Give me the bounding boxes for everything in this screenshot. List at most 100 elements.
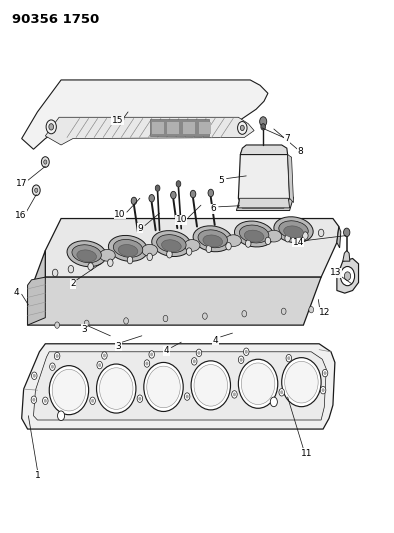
Circle shape [41,157,49,167]
Polygon shape [337,227,341,248]
Circle shape [163,316,168,322]
Circle shape [97,361,102,369]
Text: 6: 6 [211,205,216,213]
Circle shape [318,229,324,237]
Ellipse shape [279,221,308,239]
Polygon shape [238,198,290,208]
Circle shape [91,399,94,402]
Ellipse shape [72,245,101,263]
Circle shape [260,117,267,126]
Polygon shape [167,122,179,134]
Circle shape [171,191,176,199]
Text: 16: 16 [15,211,26,220]
Ellipse shape [147,366,180,408]
Polygon shape [343,251,350,261]
Circle shape [265,237,271,245]
Circle shape [285,235,290,242]
Circle shape [46,120,56,134]
Ellipse shape [108,236,148,261]
Circle shape [149,351,154,358]
Circle shape [50,363,55,370]
Text: 90356 1750: 90356 1750 [12,13,99,26]
Ellipse shape [282,358,321,407]
Polygon shape [22,344,335,429]
Text: 14: 14 [293,238,304,247]
Ellipse shape [244,230,264,242]
Circle shape [288,357,290,360]
Circle shape [147,253,152,261]
Text: 10: 10 [114,210,126,219]
Circle shape [198,351,200,354]
Circle shape [240,125,244,131]
Text: 9: 9 [137,224,143,232]
Circle shape [322,369,328,377]
Circle shape [52,269,58,277]
Ellipse shape [142,244,158,256]
Ellipse shape [97,364,136,413]
Circle shape [226,243,231,250]
Circle shape [245,240,251,247]
Circle shape [108,259,113,266]
Polygon shape [150,119,209,136]
Circle shape [203,313,207,319]
Polygon shape [199,122,211,134]
Circle shape [49,124,54,130]
Circle shape [270,397,277,407]
Circle shape [167,251,172,258]
Ellipse shape [203,235,223,247]
Circle shape [103,354,106,357]
Circle shape [303,232,308,239]
Polygon shape [183,122,195,134]
Text: 4: 4 [164,346,169,355]
Circle shape [279,389,284,396]
Circle shape [58,411,65,421]
Circle shape [238,122,247,134]
Circle shape [68,265,74,273]
Circle shape [54,352,60,360]
Circle shape [190,190,196,198]
Text: 4: 4 [14,288,19,296]
Circle shape [320,386,326,394]
Circle shape [309,306,314,313]
Circle shape [243,348,249,356]
Polygon shape [45,219,339,277]
Circle shape [245,350,247,353]
Text: 11: 11 [301,449,312,457]
Text: 10: 10 [175,215,187,224]
Circle shape [90,397,95,405]
Circle shape [33,374,35,377]
Circle shape [149,195,154,202]
Circle shape [208,189,214,197]
Polygon shape [288,155,294,203]
Circle shape [124,318,128,324]
Circle shape [186,248,192,255]
Text: 4: 4 [213,336,218,344]
Circle shape [131,197,137,205]
Ellipse shape [266,230,282,242]
Circle shape [43,397,48,405]
Circle shape [240,358,242,361]
Circle shape [35,188,38,192]
Text: 1: 1 [35,471,40,480]
Text: 3: 3 [115,342,121,351]
Ellipse shape [49,366,89,415]
Ellipse shape [118,245,138,256]
Ellipse shape [194,365,228,406]
Polygon shape [28,251,45,325]
Ellipse shape [191,361,230,410]
Circle shape [55,322,59,328]
Ellipse shape [77,250,97,262]
Circle shape [98,364,101,367]
Circle shape [344,228,350,237]
Ellipse shape [113,239,143,257]
Polygon shape [236,197,294,211]
Ellipse shape [284,226,303,238]
Ellipse shape [52,369,85,411]
Circle shape [31,396,37,403]
Ellipse shape [284,361,318,403]
Circle shape [206,245,212,253]
Polygon shape [238,150,290,208]
Ellipse shape [162,240,181,252]
Circle shape [186,395,188,398]
Circle shape [44,160,47,164]
